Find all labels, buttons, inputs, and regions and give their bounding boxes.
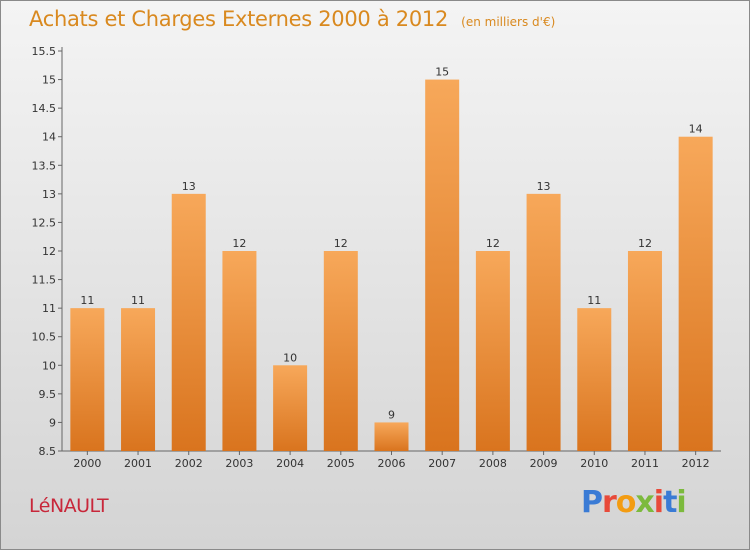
logo-letter: o (615, 485, 637, 520)
bar (425, 79, 460, 452)
bar-value-label: 13 (182, 180, 196, 193)
logo-letter: i (653, 485, 664, 520)
title-text: Achats et Charges Externes 2000 à 2012 (29, 7, 449, 31)
x-tick-label: 2002 (175, 457, 203, 470)
x-tick-label: 2011 (631, 457, 659, 470)
x-tick-label: 2003 (225, 457, 253, 470)
logo-letter: x (635, 485, 654, 520)
bar (627, 251, 662, 451)
logo-letter: t (663, 485, 677, 520)
y-tick-label: 13.5 (32, 159, 57, 172)
town-name: LéNAULT (29, 495, 109, 517)
bar-value-label: 13 (537, 180, 551, 193)
x-tick-label: 2012 (682, 457, 710, 470)
logo-letter: i (676, 485, 686, 520)
y-tick-label: 12 (42, 245, 56, 258)
y-tick-label: 10.5 (32, 331, 57, 344)
y-tick-label: 11.5 (32, 274, 57, 287)
y-tick-label: 9.5 (39, 388, 57, 401)
bar-value-label: 15 (435, 66, 449, 79)
logo-letter: P (581, 485, 603, 520)
bar-value-label: 11 (131, 294, 145, 307)
bar (121, 308, 156, 451)
bar-value-label: 9 (388, 408, 395, 421)
y-tick-label: 13 (42, 188, 56, 201)
bar-value-label: 14 (689, 123, 703, 136)
x-tick-label: 2010 (580, 457, 608, 470)
y-tick-label: 12.5 (32, 216, 57, 229)
x-tick-label: 2004 (276, 457, 304, 470)
x-tick-label: 2001 (124, 457, 152, 470)
bar-value-label: 12 (486, 237, 500, 250)
bar (273, 365, 308, 451)
bar (475, 251, 510, 451)
bar (171, 193, 206, 451)
y-tick-label: 14 (42, 131, 56, 144)
bar (70, 308, 105, 451)
bar (678, 136, 713, 451)
bar (323, 251, 358, 451)
logo-letter: r (602, 485, 617, 520)
bar-value-label: 11 (80, 294, 94, 307)
y-tick-label: 15.5 (32, 45, 57, 58)
bar (526, 193, 561, 451)
bar-value-label: 12 (638, 237, 652, 250)
y-tick-label: 9 (49, 416, 56, 429)
x-tick-label: 2007 (428, 457, 456, 470)
title-unit: (en milliers d'€) (461, 15, 556, 29)
y-tick-label: 11 (42, 302, 56, 315)
y-tick-label: 8.5 (39, 445, 57, 458)
proxiti-logo: Proxiti (581, 485, 687, 520)
x-tick-label: 2008 (479, 457, 507, 470)
x-tick-label: 2006 (378, 457, 406, 470)
x-tick-label: 2009 (530, 457, 558, 470)
bar (374, 422, 409, 451)
x-tick-label: 2000 (73, 457, 101, 470)
bar (577, 308, 612, 451)
y-tick-label: 14.5 (32, 102, 57, 115)
y-tick-label: 15 (42, 74, 56, 87)
x-tick-label: 2005 (327, 457, 355, 470)
bar (222, 251, 257, 451)
bar-value-label: 10 (283, 351, 297, 364)
y-tick-label: 10 (42, 359, 56, 372)
bar-value-label: 11 (587, 294, 601, 307)
chart-title: Achats et Charges Externes 2000 à 2012 (… (29, 7, 555, 31)
bar-value-label: 12 (334, 237, 348, 250)
bar-value-label: 12 (232, 237, 246, 250)
